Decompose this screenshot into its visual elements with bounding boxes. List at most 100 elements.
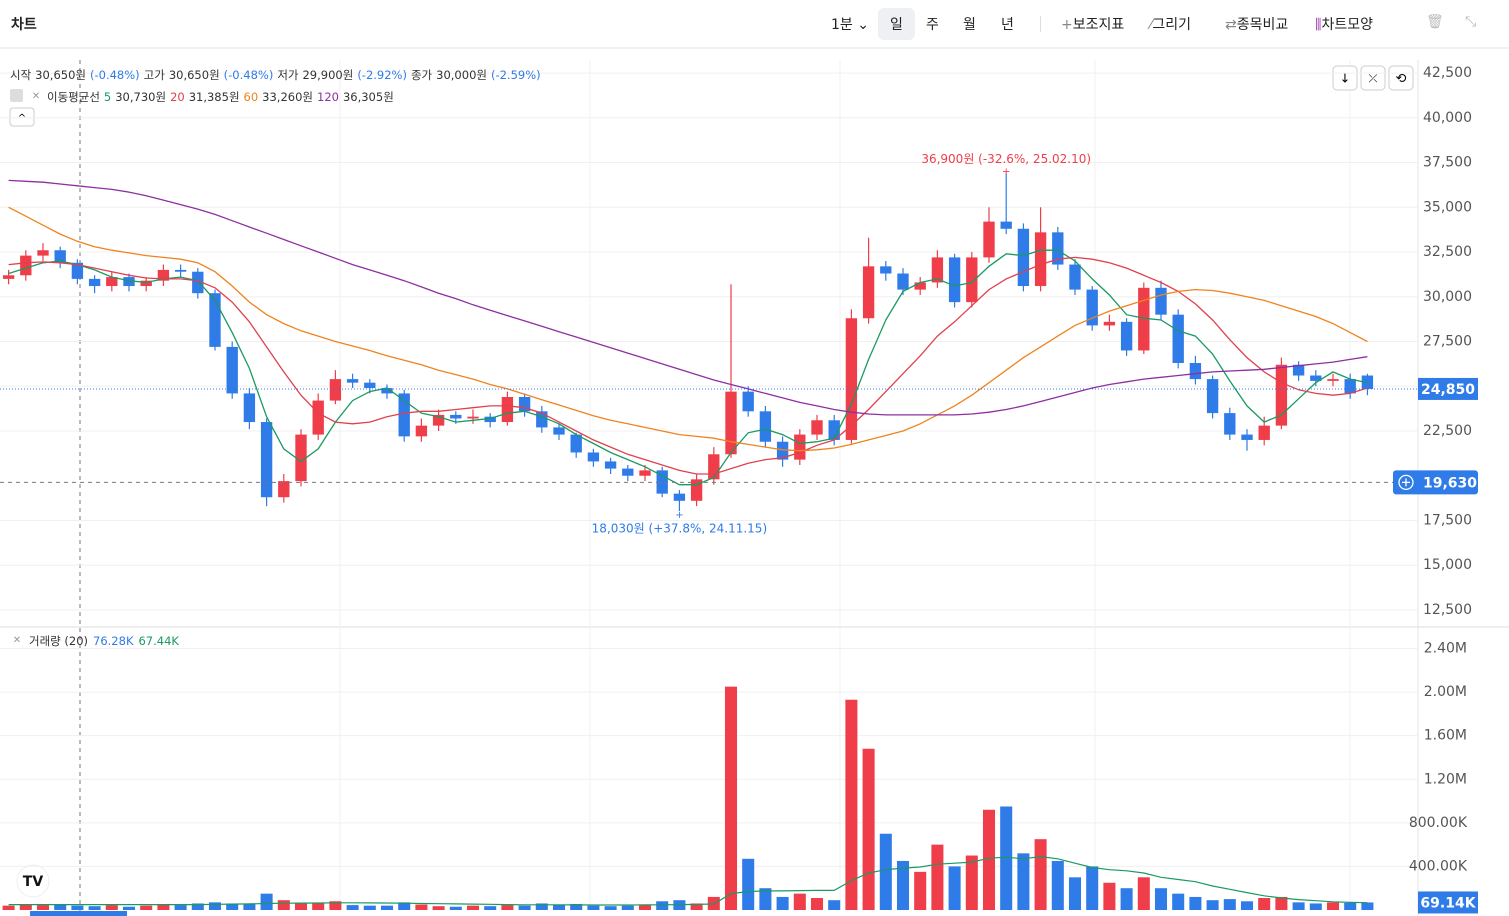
candle-body	[966, 257, 978, 303]
volume-bar	[260, 893, 273, 910]
candle-body	[622, 468, 634, 476]
volume-bar	[1034, 839, 1047, 910]
candle-body	[398, 393, 410, 437]
candle-body	[2, 275, 15, 279]
page-title: 차트	[11, 17, 37, 33]
volume-bar	[122, 906, 136, 910]
volume-bar	[948, 866, 961, 910]
volume-ma-line	[8, 855, 1368, 906]
info-change: (-2.59%)	[491, 68, 541, 82]
candle-body	[811, 420, 823, 435]
candle-body	[312, 400, 324, 435]
volume-bar	[466, 905, 480, 910]
candle-body	[553, 427, 565, 435]
interval-button[interactable]: 년	[1001, 17, 1014, 33]
tool-button[interactable]: ⁄그리기	[1150, 14, 1191, 34]
tool-label: 보조지표	[1072, 17, 1125, 33]
candle-body	[656, 470, 668, 494]
candle-body	[1224, 413, 1236, 435]
candle-body	[1086, 289, 1098, 326]
tool-button[interactable]: ⫼차트모양	[1315, 14, 1373, 34]
candle-body	[54, 250, 66, 263]
candle-body	[484, 416, 496, 423]
icon[interactable]: ✕	[32, 91, 40, 102]
trash-icon[interactable]: 🗑	[1426, 14, 1444, 30]
candle-body	[914, 282, 926, 290]
candle-body	[708, 454, 720, 480]
candle-body	[106, 277, 118, 287]
volume-bar	[1189, 896, 1202, 910]
candle-body	[742, 391, 754, 412]
volume-legend-value: 67.44K	[138, 634, 179, 648]
ma-legend-value: 33,260원	[262, 90, 313, 104]
volume-bar	[1258, 898, 1271, 910]
volume-bar	[570, 904, 583, 910]
button[interactable]	[9, 107, 35, 127]
button[interactable]	[1388, 65, 1414, 91]
volume-bar	[105, 905, 118, 910]
volume-bar	[742, 858, 755, 910]
scrollbar[interactable]	[30, 911, 127, 916]
interval-button[interactable]: 일	[890, 17, 903, 33]
volume-bar	[879, 833, 892, 910]
icon[interactable]	[10, 89, 23, 102]
candle-body	[415, 425, 428, 437]
candle-body	[140, 280, 152, 287]
tool-button[interactable]: +보조지표	[1061, 14, 1124, 34]
candle-body	[364, 382, 376, 389]
volume-tick-label: 800.00K	[1409, 815, 1468, 831]
interval-button[interactable]: 주	[926, 17, 939, 33]
y-tick-label: 32,500	[1423, 244, 1472, 260]
info-label: 시작	[10, 68, 32, 82]
button[interactable]	[1360, 65, 1386, 91]
candle-body	[37, 250, 49, 256]
volume-bar	[1120, 888, 1133, 910]
volume-bar	[363, 905, 376, 910]
candle-body	[1138, 287, 1150, 351]
candle-body	[1000, 221, 1012, 229]
candle-body	[1155, 287, 1167, 315]
volume-bar	[1086, 866, 1099, 910]
y-tick-label: 30,000	[1423, 289, 1472, 305]
info-label: 고가	[144, 68, 166, 82]
volume-bar	[690, 903, 703, 910]
info-change: (-2.92%)	[357, 68, 407, 82]
candle-body	[1172, 314, 1184, 363]
candle-body	[295, 434, 307, 482]
candle-body	[1103, 321, 1116, 326]
candle-body	[828, 420, 840, 440]
volume-bar	[1154, 888, 1168, 910]
volume-bar	[191, 903, 204, 910]
volume-bar	[1223, 899, 1236, 910]
candle-body	[1069, 264, 1081, 290]
volume-bar	[810, 898, 824, 910]
collapse-icon[interactable]: ⤡	[1465, 14, 1477, 30]
tool-button[interactable]: ⇄종목비교	[1225, 14, 1288, 34]
volume-bar	[36, 905, 50, 910]
candle-body	[794, 434, 806, 460]
candle-body	[570, 434, 582, 453]
crosshair-price-box	[1393, 470, 1478, 495]
candle-body	[71, 262, 84, 279]
ma-line	[8, 179, 1368, 416]
ma-legend-name: 120	[317, 90, 339, 104]
candle-body	[639, 470, 651, 476]
volume-bar	[759, 888, 772, 910]
interval-button[interactable]: 월	[963, 17, 976, 33]
interval-button[interactable]: 1분 ⌄	[831, 17, 869, 33]
icon: ⁄	[1150, 17, 1153, 33]
candle-body	[20, 255, 32, 276]
volume-bar	[1292, 902, 1305, 910]
icon[interactable]: ✕	[13, 635, 21, 646]
candle-body	[192, 271, 204, 294]
candle-body	[983, 221, 995, 258]
info-change: (-0.48%)	[90, 68, 140, 82]
candle-body	[381, 388, 393, 394]
ma-legend-name: 5	[104, 90, 111, 104]
y-tick-label: 27,500	[1423, 334, 1472, 350]
button[interactable]	[1332, 65, 1358, 91]
last-price-label: 24,850	[1421, 382, 1475, 398]
volume-bar	[174, 905, 187, 910]
volume-bar	[2, 905, 15, 910]
